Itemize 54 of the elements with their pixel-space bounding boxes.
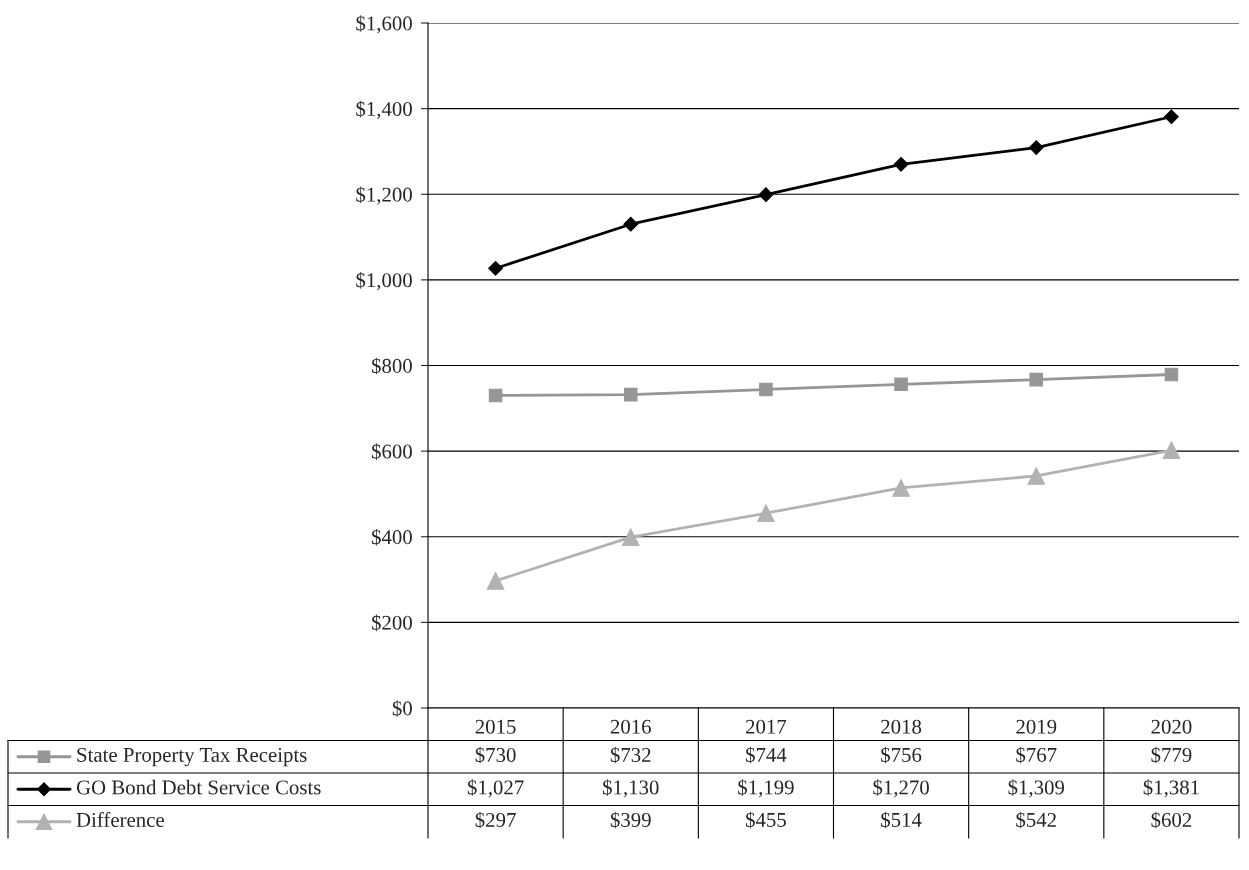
y-tick-label: $0 [392, 700, 412, 717]
point [623, 216, 639, 232]
point [1027, 467, 1046, 485]
x-tick-label: 2018 [881, 719, 922, 734]
data-label: $297 [475, 811, 516, 829]
data-label: $455 [745, 811, 786, 829]
data-label: $730 [475, 746, 516, 764]
data-label: $602 [1151, 811, 1192, 829]
x-tick-label: 2019 [1016, 719, 1057, 734]
legend-label: Difference [76, 812, 164, 827]
y-tick-label: $800 [371, 357, 412, 375]
data-label: $779 [1151, 746, 1192, 764]
data-label: $514 [881, 811, 922, 829]
data-label: $1,130 [603, 779, 659, 798]
point [894, 377, 908, 392]
data-label: $399 [610, 811, 651, 829]
point [486, 571, 505, 590]
data-label: $732 [610, 746, 651, 764]
point [1164, 109, 1179, 125]
data-label: $744 [745, 746, 787, 764]
point [892, 479, 910, 497]
data-label: $767 [1016, 746, 1057, 764]
data-label: $1,309 [1008, 779, 1065, 798]
point [1028, 140, 1044, 155]
legend-label: State Property Tax Receipts [77, 747, 307, 767]
x-tick-label: 2017 [746, 719, 787, 734]
data-label: $1,199 [738, 779, 794, 798]
y-tick-label: $400 [371, 528, 412, 546]
y-tick-label: $1,000 [356, 272, 412, 291]
point [488, 388, 503, 403]
data-label: $1,381 [1143, 779, 1199, 798]
point [759, 382, 773, 397]
x-tick-label: 2020 [1151, 719, 1192, 734]
y-tick-label: $1,400 [356, 100, 412, 120]
y-tick-label: $600 [371, 443, 412, 460]
data-label: $1,270 [873, 779, 929, 798]
y-tick-label: $1,600 [356, 15, 412, 34]
point [623, 387, 638, 402]
data-label: $542 [1016, 811, 1056, 829]
point [757, 504, 775, 523]
point [1029, 372, 1044, 387]
point [1162, 441, 1181, 460]
y-tick-label: $1,200 [356, 186, 412, 205]
point [488, 260, 503, 276]
y-tick-label: $200 [371, 614, 412, 632]
data-label: $756 [881, 746, 922, 764]
point [621, 528, 640, 547]
point [893, 156, 909, 172]
data-label: $1,027 [467, 779, 524, 798]
point [1164, 367, 1179, 382]
point [758, 187, 774, 203]
legend-label: GO Bond Debt Service Costs [76, 779, 321, 795]
x-tick-label: 2015 [475, 719, 516, 734]
x-tick-label: 2016 [610, 719, 651, 734]
